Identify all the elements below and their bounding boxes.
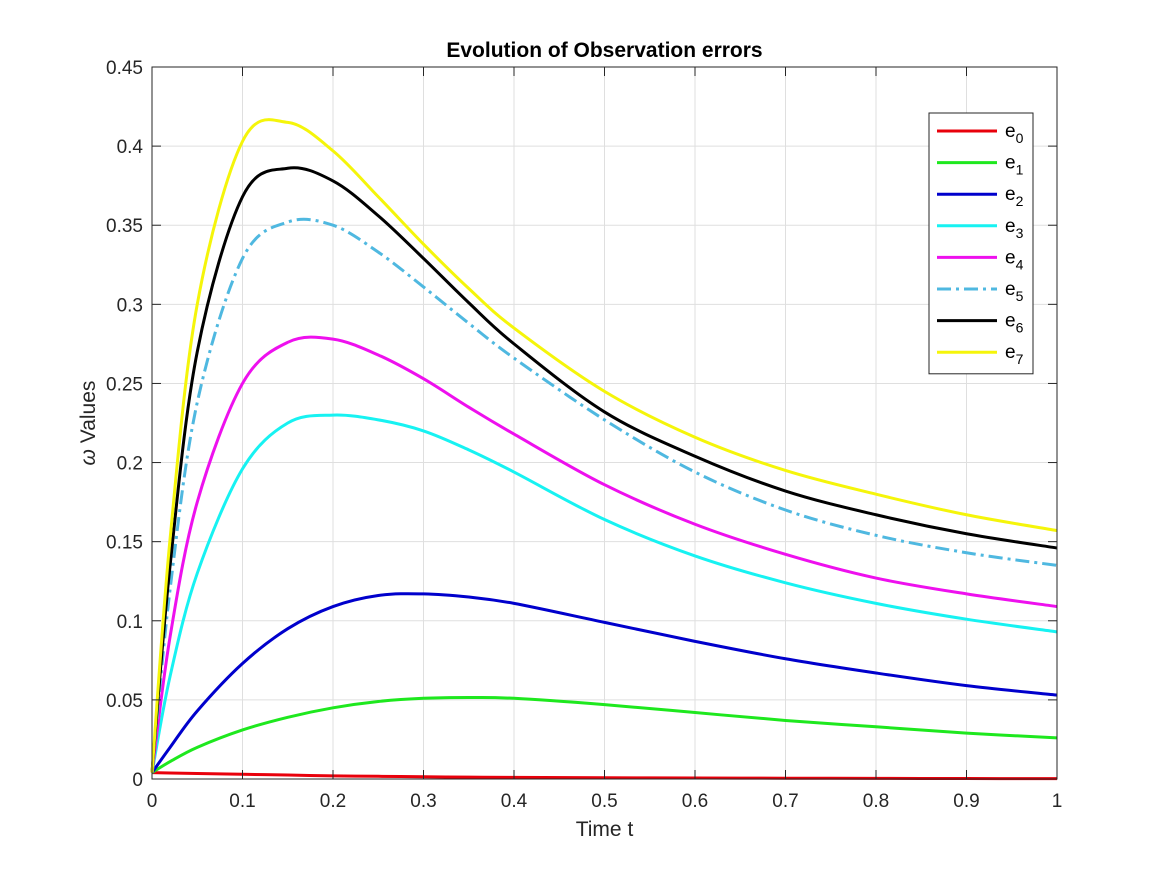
y-axis-label-symbol: ω [77, 449, 100, 465]
legend-item-e5: e5 [937, 279, 1024, 304]
y-tick-label: 0.35 [106, 216, 143, 237]
legend-item-e7: e7 [937, 342, 1024, 367]
x-tick-label: 0.8 [863, 791, 889, 812]
chart-title: Evolution of Observation errors [446, 39, 762, 62]
x-tick-label: 0.6 [682, 791, 708, 812]
series-line-e2 [150, 592, 1058, 774]
x-tick-label: 0.7 [772, 791, 798, 812]
legend: e0 e1 e2 e3 e4 e5 e6 e7 [928, 112, 1034, 375]
series-line-e3 [150, 413, 1058, 773]
x-tick-label: 0.5 [591, 791, 617, 812]
legend-item-e1: e1 [937, 153, 1024, 178]
legend-label: e2 [1005, 184, 1024, 209]
y-tick-label: 0.05 [106, 691, 143, 712]
y-tick-label: 0.3 [117, 295, 143, 316]
series-line-e1 [151, 695, 1058, 774]
x-tick-label: 0.1 [229, 791, 255, 812]
legend-item-e4: e4 [937, 247, 1024, 272]
x-tick-label: 0 [147, 791, 158, 812]
y-tick-label: 0.4 [117, 137, 144, 158]
series-line-e5 [150, 217, 1058, 773]
legend-item-e0: e0 [937, 121, 1024, 146]
x-tick-label: 1 [1052, 791, 1063, 812]
x-tick-label: 0.4 [501, 791, 528, 812]
y-axis-label: ω Values [77, 381, 100, 466]
legend-label: e5 [1005, 279, 1024, 304]
x-tick-label: 0.2 [320, 791, 346, 812]
plot-lines [150, 118, 1058, 781]
legend-label: e4 [1005, 247, 1024, 272]
x-axis-label: Time t [576, 818, 634, 841]
legend-label: e7 [1005, 342, 1024, 367]
legend-label: e3 [1005, 216, 1024, 241]
legend-item-e2: e2 [937, 184, 1024, 209]
series-line-e6 [150, 166, 1058, 773]
series-line-e7 [150, 118, 1058, 773]
y-tick-label: 0.25 [106, 374, 143, 395]
y-tick-label: 0.2 [117, 454, 143, 475]
legend-label: e6 [1005, 311, 1024, 336]
legend-box [928, 112, 1034, 375]
legend-items: e0 e1 e2 e3 e4 e5 e6 e7 [937, 121, 1024, 367]
x-tick-label: 0.9 [953, 791, 979, 812]
tick-labels: 0 0.1 0.2 0.3 0.4 0.5 0.6 0.7 0.8 0.9 1 0 0.05 0.1 0.1… [106, 58, 1062, 812]
x-tick-label: 0.3 [410, 791, 436, 812]
y-tick-label: 0.45 [106, 58, 143, 79]
y-tick-label: 0.15 [106, 533, 143, 554]
y-tick-label: 0 [132, 770, 143, 791]
y-axis-label-text: Values [77, 381, 100, 450]
legend-item-e6: e6 [937, 311, 1024, 336]
ticks [151, 66, 1058, 780]
legend-label: e1 [1005, 153, 1024, 178]
y-tick-label: 0.1 [117, 612, 143, 633]
legend-item-e3: e3 [937, 216, 1024, 241]
series-line-e4 [150, 335, 1058, 773]
legend-label: e0 [1005, 121, 1024, 146]
series-line-e0 [151, 771, 1058, 781]
